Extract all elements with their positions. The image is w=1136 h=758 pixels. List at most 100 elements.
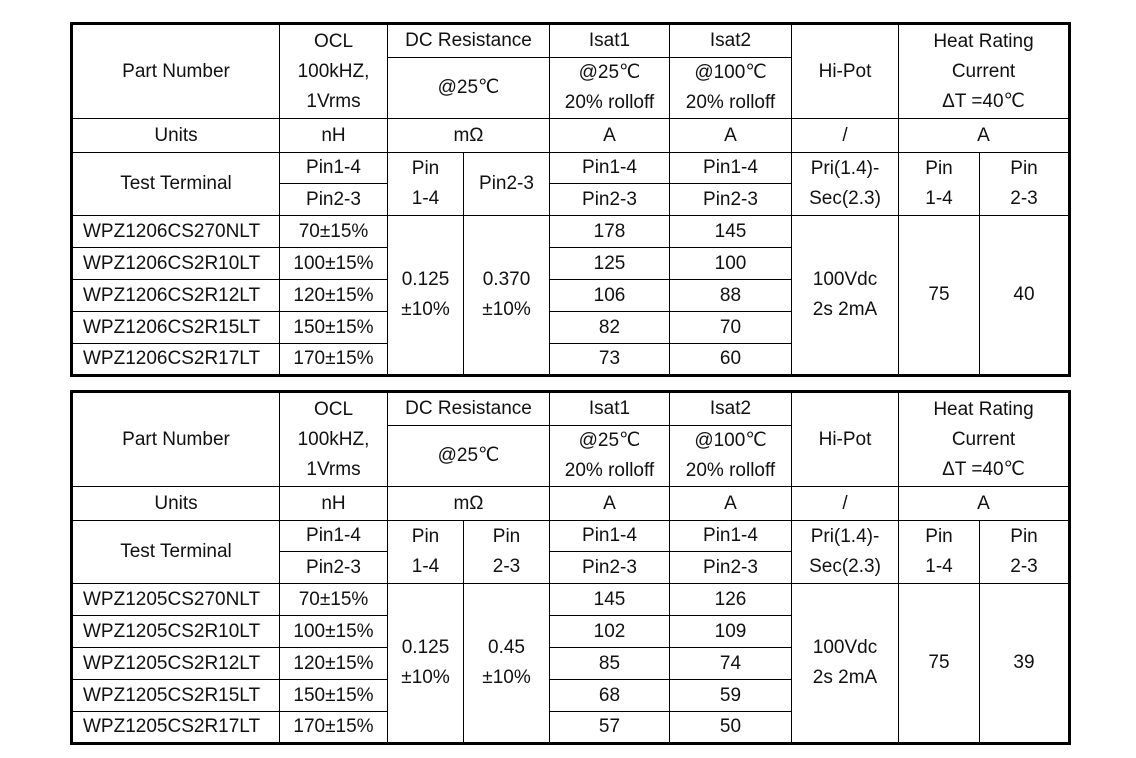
isat-value: 126: [669, 583, 792, 616]
cell-line: ΔT =40℃: [942, 458, 1025, 480]
units-cell: A: [549, 486, 670, 521]
spec-table: Part Number OCL 100kHZ, 1Vrms DC Resistance I…: [70, 390, 1071, 745]
header-cell: Heat Rating Current ΔT =40℃: [898, 23, 1070, 119]
heat-value: 40: [979, 215, 1070, 376]
heat-value: 75: [898, 583, 980, 744]
heat-value: 75: [898, 215, 980, 376]
header-cell: Part Number: [71, 391, 280, 487]
dcr-value: 0.125 ±10%: [387, 583, 464, 744]
header-cell: OCL 100kHZ, 1Vrms: [279, 23, 388, 119]
isat-value: 68: [549, 679, 670, 712]
cell-line: 100kHZ,: [297, 60, 370, 82]
ocl-value: 150±15%: [279, 679, 388, 712]
terminal-cell: Test Terminal: [71, 520, 280, 584]
terminal-cell: Pin2-3: [669, 183, 792, 216]
header-cell: @25℃ 20% rolloff: [549, 425, 670, 487]
cell-line: 2s 2mA: [812, 667, 878, 688]
cell-line: 0.125: [401, 269, 450, 290]
cell-line: OCL: [313, 398, 354, 420]
isat-value: 73: [549, 343, 670, 376]
terminal-cell: Pin2-3: [669, 551, 792, 584]
part-number: WPZ1205CS2R17LT: [71, 711, 280, 744]
isat-value: 106: [549, 279, 670, 312]
cell-line: Current: [951, 60, 1016, 82]
units-cell: nH: [279, 486, 388, 521]
cell-line: ΔT =40℃: [942, 90, 1025, 112]
cell-line: Current: [951, 428, 1016, 450]
cell-line: 20% rolloff: [685, 92, 776, 113]
cell-line: 100Vdc: [812, 269, 878, 290]
ocl-value: 170±15%: [279, 711, 388, 744]
ocl-value: 100±15%: [279, 615, 388, 648]
header-cell: @25℃: [387, 57, 550, 119]
cell-line: Sec(2.3): [809, 556, 881, 577]
table-row: Pin2-3 Pin2-3 Pin2-3: [72, 551, 1070, 584]
ocl-value: 70±15%: [279, 583, 388, 616]
part-number: WPZ1205CS2R10LT: [71, 615, 280, 648]
cell-line: Pin2-3: [479, 173, 534, 194]
terminal-cell: Test Terminal: [71, 152, 280, 216]
ocl-value: 150±15%: [279, 311, 388, 344]
dcr-value: 0.370 ±10%: [463, 215, 550, 376]
isat-value: 85: [549, 647, 670, 680]
cell-line: ±10%: [401, 299, 450, 320]
cell-line: ±10%: [482, 299, 531, 320]
units-cell: /: [791, 118, 899, 153]
units-cell: /: [791, 486, 899, 521]
cell-line: Pin: [1010, 158, 1038, 179]
units-cell: A: [669, 486, 792, 521]
header-cell: Isat1: [549, 23, 670, 58]
units-cell: Units: [71, 486, 280, 521]
ocl-value: 120±15%: [279, 647, 388, 680]
header-cell: @25℃: [387, 425, 550, 487]
cell-line: 1-4: [925, 188, 953, 209]
cell-line: @25℃: [578, 430, 641, 451]
part-number: WPZ1205CS2R12LT: [71, 647, 280, 680]
cell-line: Pri(1.4)-: [810, 526, 880, 547]
units-cell: mΩ: [387, 486, 550, 521]
units-cell: A: [669, 118, 792, 153]
cell-line: 1-4: [411, 556, 440, 577]
isat-value: 125: [549, 247, 670, 280]
isat-value: 50: [669, 711, 792, 744]
header-cell: @25℃ 20% rolloff: [549, 57, 670, 119]
isat-value: 145: [669, 215, 792, 248]
cell-line: @100℃: [694, 430, 767, 451]
header-cell: DC Resistance: [387, 23, 550, 58]
isat-value: 88: [669, 279, 792, 312]
cell-line: 0.125: [401, 637, 450, 658]
cell-line: @25℃: [437, 445, 500, 466]
ocl-value: 100±15%: [279, 247, 388, 280]
terminal-cell: Pin 1-4: [898, 152, 980, 216]
table-row: Units nH mΩ A A / A: [71, 486, 1070, 521]
heat-value: 39: [979, 583, 1070, 744]
table-row: Part Number OCL 100kHZ, 1Vrms DC Resistance I…: [71, 23, 1070, 119]
isat-value: 100: [669, 247, 792, 280]
terminal-cell: Pin2-3: [463, 152, 550, 216]
table-row: WPZ1206CS2R12LT 120±15% 106 88: [71, 279, 1070, 312]
terminal-cell: Pri(1.4)- Sec(2.3): [791, 152, 899, 216]
header-cell: Hi-Pot: [791, 391, 899, 487]
cell-line: 2-3: [1010, 556, 1038, 577]
table-row: @25℃ @25℃ 20% rolloff @100℃ 20% rolloff: [72, 57, 1070, 119]
table-row: WPZ1206CS270NLT 70±15% 0.125 ±10% 0.370 ±10% 1…: [71, 215, 1070, 376]
table-row: Pin2-3 Pin2-3 Pin2-3: [72, 183, 1070, 216]
cell-line: Heat Rating: [933, 398, 1034, 420]
header-cell: DC Resistance: [387, 391, 550, 426]
table-row: WPZ1206CS2R10LT 100±15% 125 100: [71, 247, 1070, 280]
table-body: Part Number OCL 100kHZ, 1Vrms DC Resistance I…: [71, 23, 1070, 376]
terminal-cell: Pin2-3: [279, 551, 388, 584]
cell-line: OCL: [313, 30, 354, 52]
cell-line: @25℃: [437, 77, 500, 98]
table-row: WPZ1205CS2R10LT 100±15% 102 109: [71, 615, 1070, 648]
part-number: WPZ1206CS2R12LT: [71, 279, 280, 312]
ocl-value: 120±15%: [279, 279, 388, 312]
cell-line: 20% rolloff: [564, 92, 655, 113]
isat-value: 70: [669, 311, 792, 344]
cell-line: ±10%: [482, 667, 531, 688]
